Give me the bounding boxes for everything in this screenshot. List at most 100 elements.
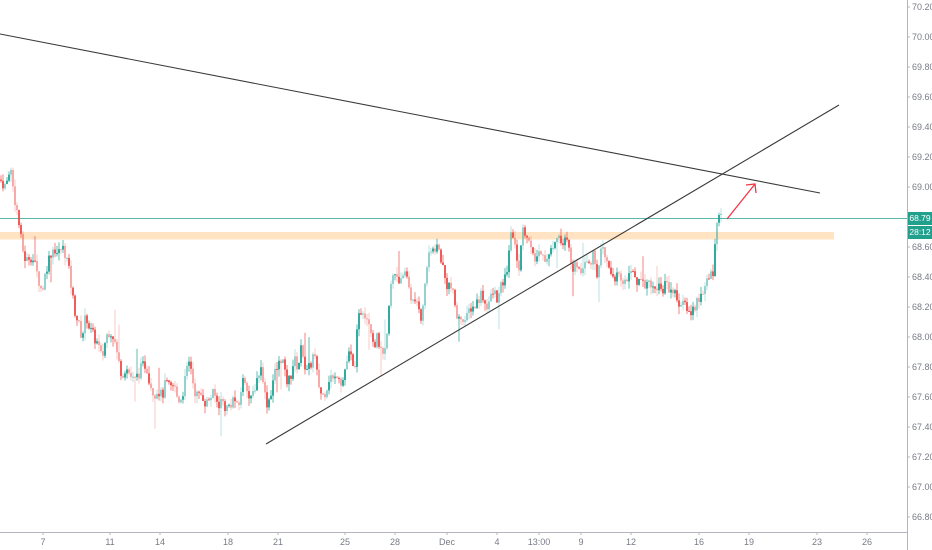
candle-body: [496, 290, 498, 303]
candle-body: [16, 205, 18, 211]
candle-body: [88, 323, 90, 329]
candle-body: [418, 301, 420, 310]
candle-body: [204, 401, 206, 407]
candle-body: [686, 302, 688, 311]
price-tick-label: 66.80: [912, 512, 932, 522]
candle-body: [386, 333, 388, 349]
candle-body: [444, 265, 446, 278]
candle-body: [178, 396, 180, 403]
candle-body: [194, 383, 196, 397]
supply-zone[interactable]: [0, 232, 834, 240]
candle-body: [430, 251, 432, 253]
price-tick-label: 69.20: [912, 152, 932, 162]
candle-body: [2, 180, 4, 189]
candle-body: [38, 271, 40, 286]
candle-body: [382, 348, 384, 354]
candle-body: [534, 253, 536, 262]
candle-body: [274, 368, 276, 381]
candle-body: [64, 245, 66, 259]
candle-body: [324, 394, 326, 398]
candle-body: [592, 250, 594, 265]
candle-body: [662, 288, 664, 294]
descending-resistance[interactable]: [0, 33, 821, 194]
time-tick-label: 7: [40, 537, 45, 547]
candle-body: [494, 290, 496, 295]
candle-body: [58, 249, 60, 254]
candle-body: [78, 320, 80, 322]
candle-body: [452, 288, 454, 290]
candle-body: [506, 272, 508, 275]
candle-body: [338, 378, 340, 380]
candle-body: [702, 293, 704, 295]
candle-body: [164, 380, 166, 398]
candle-body: [594, 250, 596, 265]
candle-body: [108, 334, 110, 338]
candle-body: [706, 278, 708, 287]
candle-body: [186, 365, 188, 377]
time-tick-label: 11: [105, 537, 114, 547]
candle-body: [146, 368, 148, 374]
time-axis-panel[interactable]: [0, 532, 907, 550]
candle-body: [504, 274, 506, 286]
candle-body: [690, 311, 692, 316]
candle-body: [110, 336, 112, 338]
candle-body: [410, 287, 412, 301]
candle-body: [260, 367, 262, 376]
price-axis-panel[interactable]: [907, 0, 932, 550]
candle-body: [168, 380, 170, 383]
candle-body: [604, 247, 606, 258]
candle-body: [278, 360, 280, 370]
ascending-support[interactable]: [265, 104, 840, 445]
candle-body: [384, 348, 386, 354]
candle-body: [500, 282, 502, 294]
candle-body: [12, 169, 14, 187]
candle-body: [700, 293, 702, 302]
candle-body: [76, 315, 78, 321]
candle-body: [682, 300, 684, 305]
candle-body: [190, 361, 192, 369]
candle-body: [622, 280, 624, 284]
candle-body: [550, 248, 552, 255]
candle-body: [184, 376, 186, 397]
candle-body: [224, 401, 226, 412]
candle-body: [158, 393, 160, 397]
candle-body: [200, 392, 202, 396]
candle-body: [96, 341, 98, 344]
time-tick-label: 18: [223, 537, 233, 547]
candle-body: [154, 395, 156, 399]
candle-body: [188, 361, 190, 366]
candle-body: [638, 278, 640, 285]
candle-body: [718, 215, 720, 223]
price-tick-label: 69.60: [912, 92, 932, 102]
candle-body: [340, 378, 342, 386]
candle-body: [488, 301, 490, 310]
candle-body: [426, 267, 428, 284]
candle-body: [578, 267, 580, 269]
candle-body: [660, 283, 662, 289]
candle-body: [654, 286, 656, 289]
projection-arrow[interactable]: [726, 183, 756, 220]
candle-body: [14, 186, 16, 206]
candle-body: [470, 308, 472, 312]
candle-body: [570, 247, 572, 264]
candle-body: [180, 399, 182, 403]
candle-body: [24, 251, 26, 262]
candle-body: [554, 242, 556, 249]
candle-body: [358, 313, 360, 330]
candle-body: [28, 257, 30, 260]
candle-body: [652, 286, 654, 288]
candle-body: [516, 244, 518, 261]
candle-body: [508, 250, 510, 273]
candle-body: [530, 240, 532, 248]
candle-body: [656, 288, 658, 291]
candle-body: [332, 375, 334, 379]
candle-body: [252, 391, 254, 396]
time-tick-label: 16: [694, 537, 704, 547]
candle-body: [670, 289, 672, 293]
price-tick-label: 70.00: [912, 32, 932, 42]
candle-body: [464, 320, 466, 322]
candle-body: [366, 318, 368, 320]
candle-body: [130, 373, 132, 377]
